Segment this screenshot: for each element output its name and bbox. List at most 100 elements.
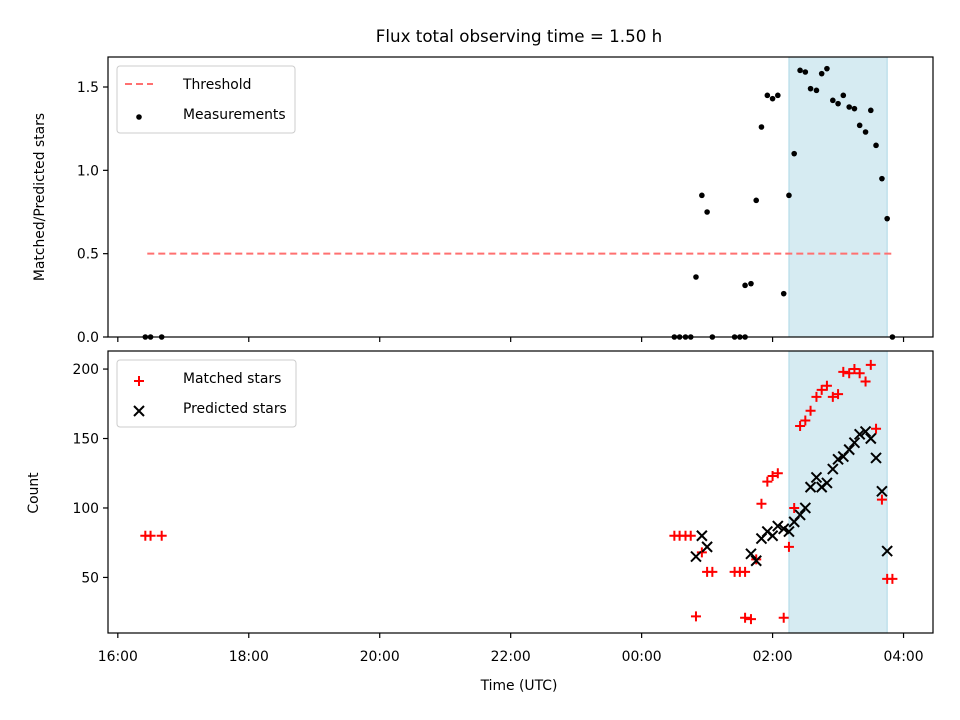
measurement-point: [791, 150, 797, 157]
predicted-stars-point: [766, 530, 779, 542]
matched-stars-point: [156, 530, 167, 541]
y-tick-label: 0.0: [77, 330, 99, 346]
matched-stars-point: [849, 364, 860, 375]
legend-predicted-stars-swatch: [133, 405, 145, 417]
matched-stars-point: [833, 389, 844, 400]
y-tick-label: 150: [72, 432, 99, 448]
matched-stars-point: [696, 547, 707, 558]
legend: Threshold Measurements: [116, 65, 296, 134]
matched-stars-point: [838, 366, 849, 377]
measurement-point: [813, 87, 820, 94]
matched-stars-point: [844, 368, 855, 379]
measurement-point: [807, 85, 814, 92]
x-tick-label: 18:00: [229, 649, 269, 665]
measurement-point: [797, 67, 803, 74]
predicted-stars-point: [859, 425, 872, 438]
predicted-stars-point: [794, 509, 806, 521]
measurement-point: [769, 95, 776, 102]
matched-stars-point: [805, 405, 816, 416]
measurement-point: [764, 92, 771, 99]
legend-entry-label: Predicted stars: [183, 401, 287, 417]
matched-stars-point: [860, 376, 871, 387]
legend-entry-label: Matched stars: [183, 371, 281, 387]
matched-stars-point: [821, 380, 832, 391]
matched-stars-point: [756, 498, 767, 509]
matched-stars-point: [783, 541, 794, 552]
legend-matched-stars-swatch: [134, 376, 144, 386]
matched-stars-point: [871, 423, 882, 434]
y-tick-label: 1.0: [77, 163, 99, 179]
counts-panel: 50 100 150 200 16:00 18:00 20:00 22:00 00:00 02:0…: [72, 350, 934, 665]
predicted-stars-point: [745, 548, 757, 560]
legend-measurements-swatch: [136, 114, 142, 120]
matched-stars-point: [795, 421, 806, 432]
predicted-stars-point: [810, 471, 823, 484]
predicted-stars-point: [783, 525, 795, 538]
legend-entry-label: Measurements: [183, 107, 286, 123]
measurement-point: [693, 274, 699, 280]
matched-stars-point: [707, 566, 718, 577]
measurement-point: [840, 92, 847, 99]
legend-entry-label: Threshold: [182, 77, 251, 93]
measurement-point: [753, 197, 760, 204]
x-axis-label: Time (UTC): [480, 678, 558, 694]
legend-frame: [116, 359, 297, 428]
measurement-point: [835, 100, 841, 107]
matched-stars-point: [876, 494, 887, 505]
matched-stars-point: [789, 502, 800, 513]
measurement-point: [780, 290, 787, 297]
measurement-point: [704, 209, 710, 215]
y-tick-label: 0.5: [77, 247, 99, 263]
axes-frame: [107, 56, 934, 338]
measurement-point: [879, 175, 885, 182]
axes-frame: [107, 350, 934, 634]
matched-stars-point: [745, 614, 756, 625]
matched-stars-point: [865, 359, 876, 370]
ratio-panel: 0.0 0.5 1.0 1.5 Threshold Measurements: [77, 56, 934, 346]
matched-stars-point: [740, 612, 751, 623]
predicted-stars-point: [750, 555, 762, 567]
x-tick-label: 00:00: [622, 649, 662, 665]
y-tick-label: 50: [81, 570, 99, 586]
x-tick-label: 04:00: [884, 649, 924, 665]
matched-stars-point: [740, 566, 751, 577]
predicted-stars-point: [696, 530, 708, 542]
predicted-stars-point: [772, 520, 784, 532]
matched-stars-point: [827, 391, 838, 402]
legend-frame: [116, 65, 296, 134]
predicted-stars-point: [843, 443, 855, 456]
x-tick-label: 20:00: [360, 649, 400, 665]
top-y-axis-label: Matched/Predicted stars: [32, 113, 48, 281]
matched-stars-point: [767, 471, 778, 482]
matched-stars-point: [778, 612, 789, 623]
measurement-point: [851, 105, 858, 112]
x-tick-label: 02:00: [753, 649, 793, 665]
measurement-point: [862, 129, 869, 135]
chart-title: Flux total observing time = 1.50 h: [376, 26, 662, 46]
measurement-point: [802, 69, 809, 75]
measurement-point: [699, 192, 705, 199]
observing-window-span: [788, 56, 888, 338]
measurement-point: [818, 70, 825, 77]
x-tick-label: 16:00: [98, 649, 138, 665]
measurement-point: [742, 282, 748, 289]
measurement-point: [830, 97, 836, 104]
predicted-stars-point: [799, 502, 812, 514]
measurement-point: [867, 107, 874, 114]
y-tick-label: 1.5: [77, 80, 99, 96]
predicted-stars-point: [848, 436, 861, 449]
predicted-stars-point: [690, 550, 702, 563]
matched-stars-point: [887, 573, 898, 584]
predicted-stars-point: [881, 545, 893, 557]
predicted-stars-point: [870, 452, 882, 464]
measurement-point: [786, 192, 792, 199]
matched-stars-point: [800, 415, 811, 426]
measurement-point: [758, 124, 765, 130]
matched-stars-point: [772, 468, 783, 479]
matched-stars-point: [762, 476, 773, 487]
measurement-point: [873, 142, 879, 149]
predicted-stars-point: [804, 481, 817, 493]
matched-stars-point: [145, 530, 156, 541]
x-tick-label: 22:00: [491, 649, 531, 665]
